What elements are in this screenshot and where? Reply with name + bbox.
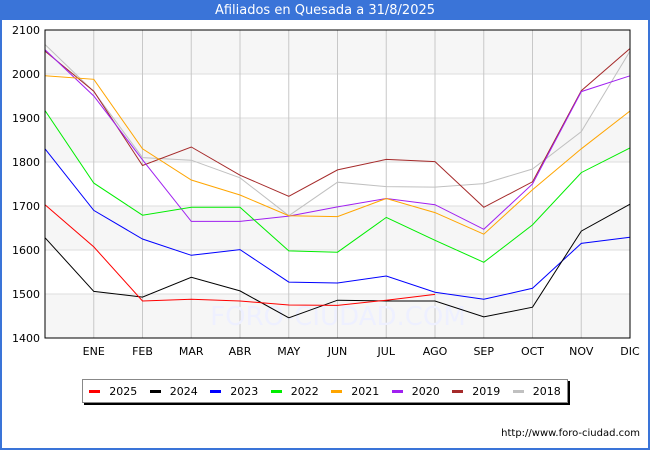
- x-tick-label: AGO: [423, 345, 448, 358]
- y-tick-label: 1400: [12, 332, 40, 345]
- series-line-2019: [44, 48, 631, 208]
- y-tick-label: 2100: [12, 24, 40, 37]
- x-tick-label: FEB: [132, 345, 153, 358]
- legend-label: 2020: [411, 384, 440, 398]
- y-tick-label: 1700: [12, 200, 40, 213]
- x-tick-label: SEP: [473, 345, 494, 358]
- legend-label: 2023: [230, 384, 259, 398]
- legend: 2025 2024 2023 2022 2021 2020 2019 2018: [82, 379, 568, 403]
- legend-label: 2021: [351, 384, 380, 398]
- legend-swatch: [452, 389, 464, 393]
- series-line-2022: [44, 110, 631, 263]
- legend-swatch: [331, 389, 343, 393]
- legend-label: 2024: [169, 384, 198, 398]
- series-line-2023: [44, 148, 631, 300]
- x-axis-ticks: ENE FEB MAR ABR MAY JUN JUL AGO SEP OCT NOV DIC: [83, 345, 640, 358]
- x-tick-label: MAY: [277, 345, 300, 358]
- legend-swatch: [270, 389, 282, 393]
- x-tick-label: JUL: [377, 345, 396, 358]
- legend-item-2024: 2024: [149, 384, 198, 398]
- legend-item-2022: 2022: [270, 384, 319, 398]
- x-tick-label: OCT: [521, 345, 544, 358]
- legend-item-2021: 2021: [331, 385, 379, 398]
- legend-item-2025: 2025: [89, 385, 137, 398]
- legend-swatch: [149, 389, 161, 393]
- series-lines: [44, 44, 631, 319]
- x-tick-label: ABR: [229, 345, 252, 358]
- chart-title: Afiliados en Quesada a 31/8/2025: [214, 3, 436, 18]
- series-line-2024: [44, 203, 631, 319]
- legend-label: 2019: [472, 384, 501, 398]
- series-line-2021: [44, 75, 631, 235]
- series-line-2020: [44, 49, 631, 230]
- legend-label: 2025: [109, 384, 138, 398]
- y-tick-label: 2000: [12, 68, 40, 81]
- watermark: FORO-CIUDAD.COM: [210, 302, 466, 332]
- y-tick-label: 1600: [12, 244, 40, 257]
- y-tick-label: 1800: [12, 156, 40, 169]
- legend-label: 2018: [532, 384, 561, 398]
- legend-swatch: [512, 389, 524, 393]
- legend-item-2023: 2023: [210, 385, 258, 398]
- x-tick-label: MAR: [179, 345, 204, 358]
- source-url[interactable]: http://www.foro-ciudad.com: [501, 428, 640, 439]
- series-line-2018: [44, 44, 631, 217]
- x-tick-label: DIC: [620, 345, 640, 358]
- legend-item-2019: 2019: [452, 385, 500, 398]
- y-tick-label: 1900: [12, 112, 40, 125]
- legend-item-2020: 2020: [391, 384, 440, 398]
- legend-swatch: [89, 389, 101, 393]
- legend-label: 2022: [290, 384, 319, 398]
- legend-swatch: [210, 389, 222, 393]
- x-tick-label: NOV: [569, 345, 594, 358]
- legend-item-2018: 2018: [512, 384, 561, 398]
- legend-swatch: [391, 389, 403, 393]
- plot-border: [44, 29, 631, 339]
- y-tick-label: 1500: [12, 288, 40, 301]
- y-axis-ticks: 1400 1500 1600 1700 1800 1900 2000 2100: [12, 24, 40, 345]
- x-tick-label: JUN: [327, 345, 348, 358]
- x-tick-label: ENE: [83, 345, 105, 358]
- series-line-2025: [44, 204, 436, 306]
